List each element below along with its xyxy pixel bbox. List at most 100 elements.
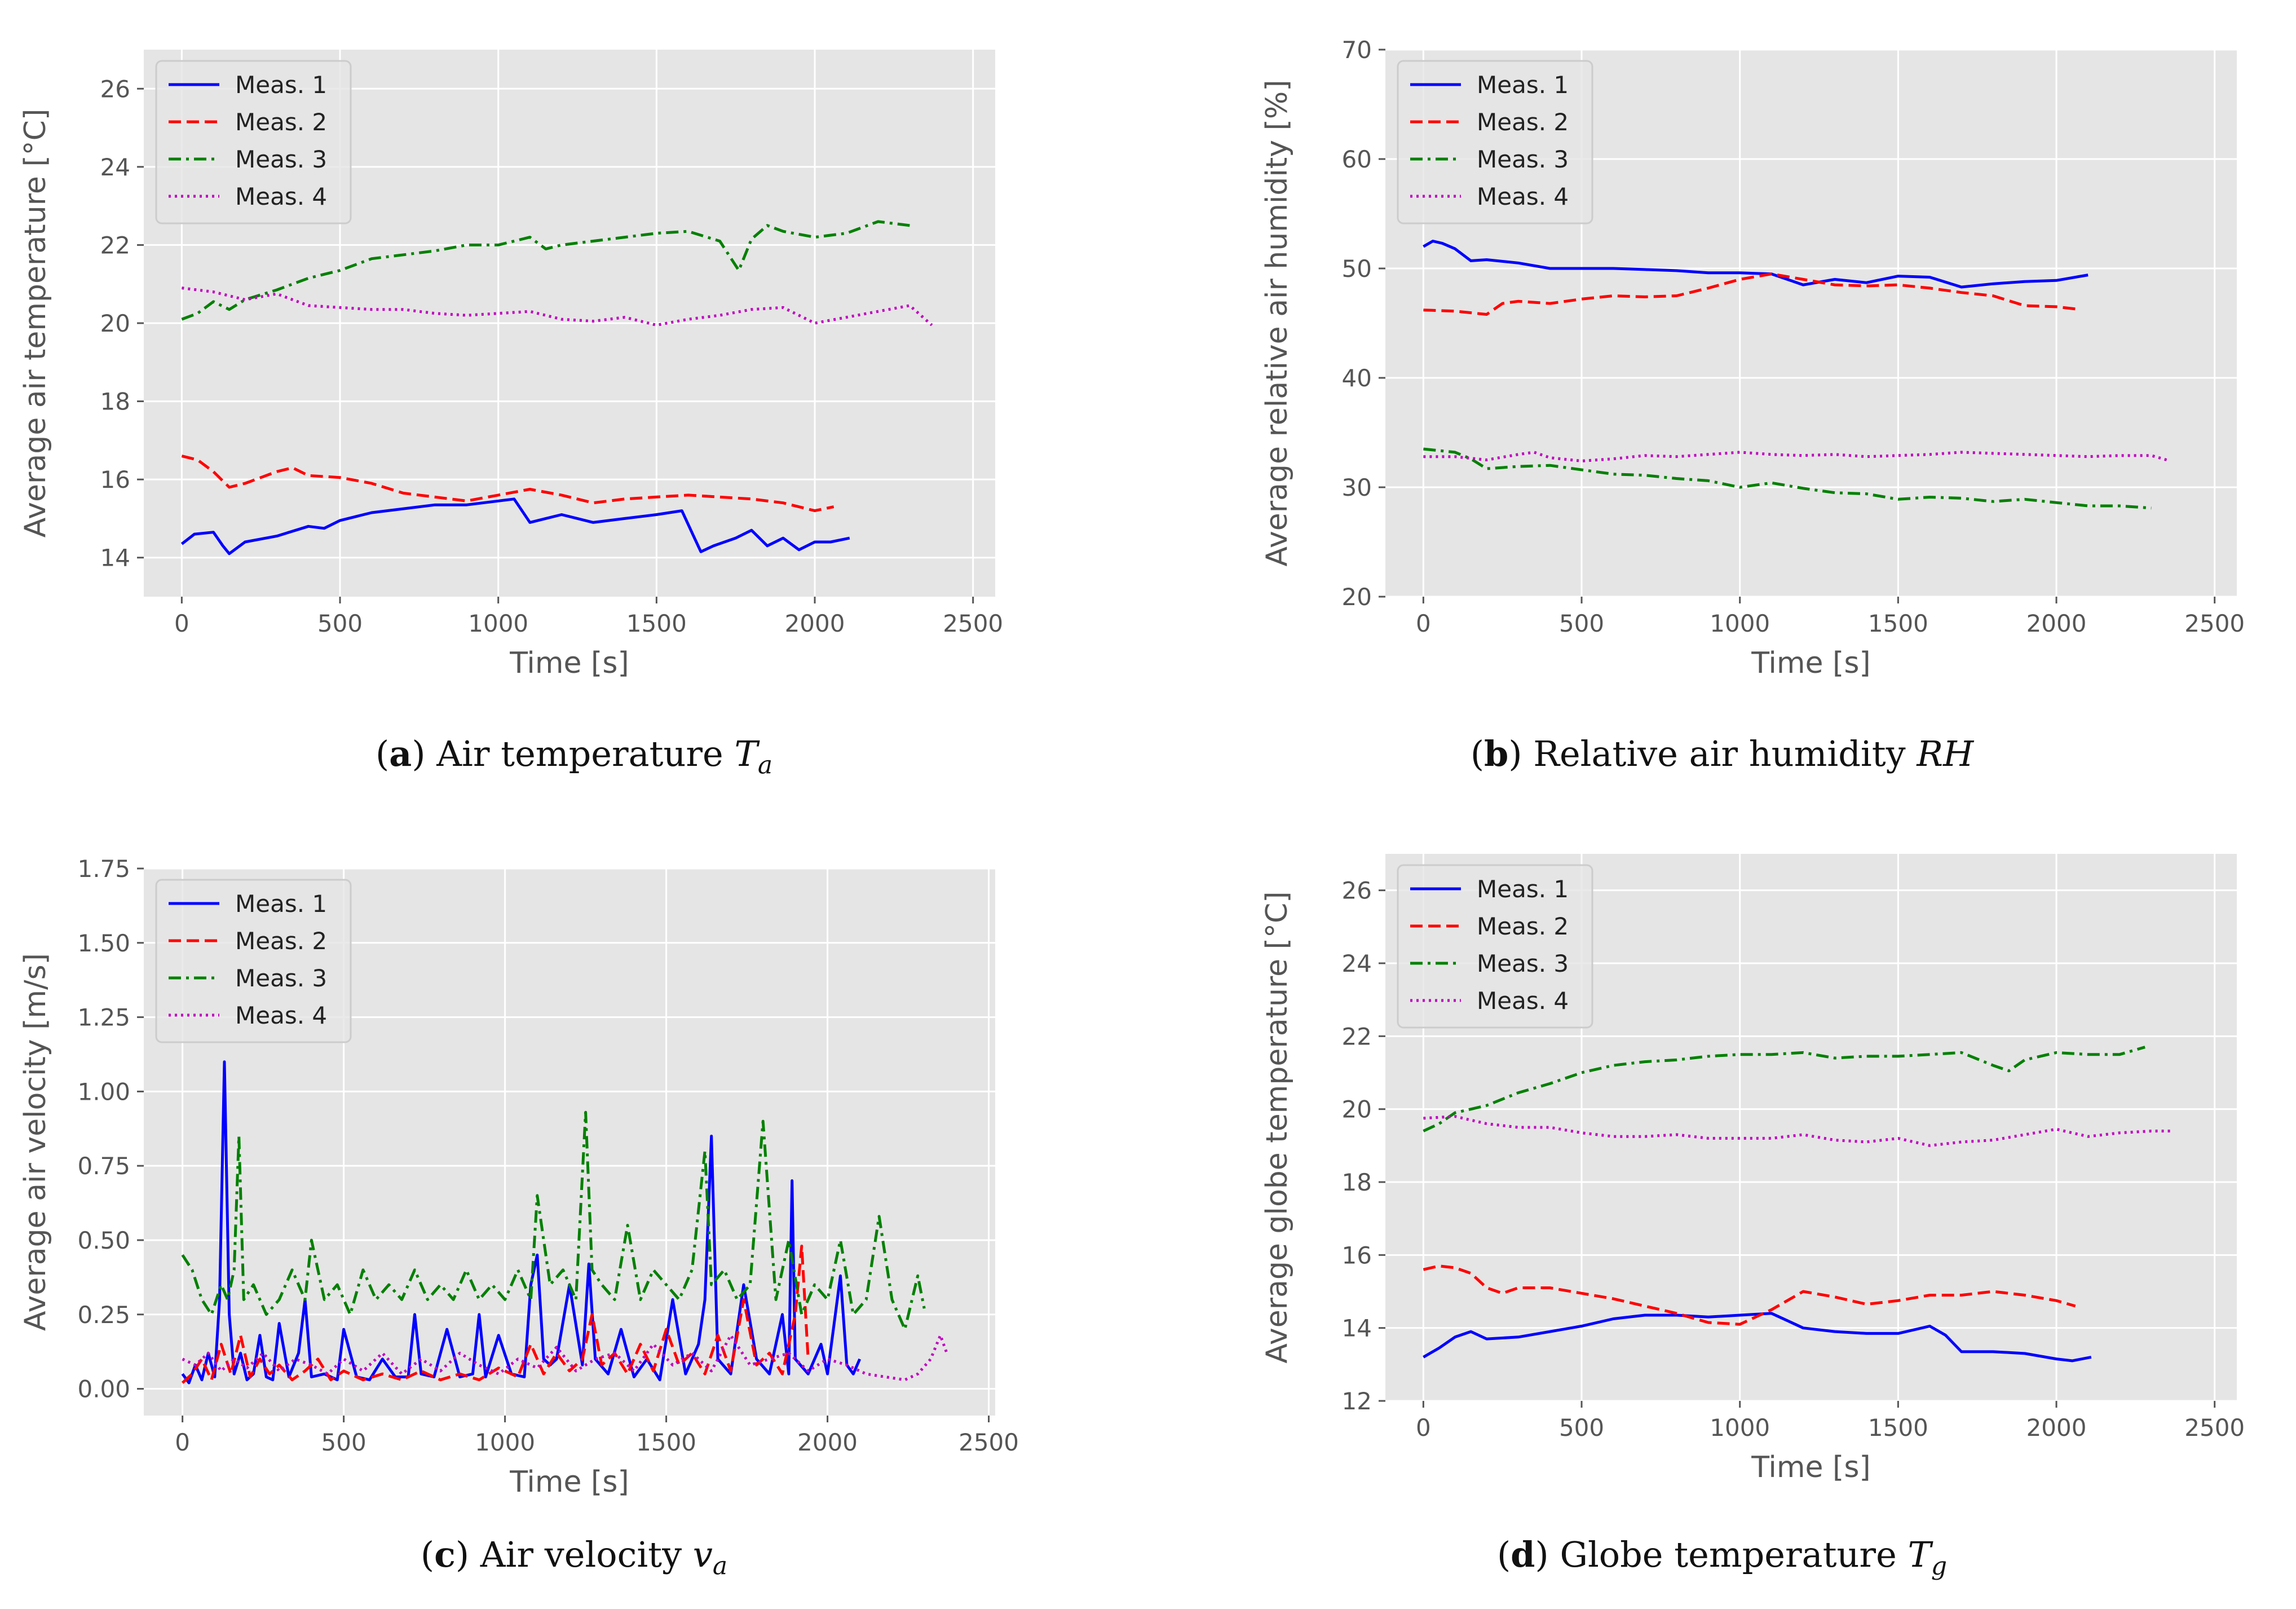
y-tick-label: 0.50 [77, 1227, 130, 1254]
legend-label: Meas. 4 [235, 183, 327, 210]
x-tick-label: 500 [1559, 610, 1604, 637]
y-tick-label: 0.00 [77, 1376, 130, 1403]
y-tick-label: 26 [100, 75, 130, 103]
legend-label: Meas. 2 [1477, 912, 1569, 940]
y-tick-label: 22 [100, 231, 130, 259]
y-tick-label: 22 [1342, 1022, 1372, 1050]
series-line-meas-1 [1423, 240, 2089, 289]
series-line-meas-3 [181, 1110, 926, 1331]
y-tick-label: 1.00 [77, 1078, 130, 1105]
y-tick-label: 24 [1342, 950, 1372, 977]
y-tick-label: 16 [100, 466, 130, 493]
legend-label: Meas. 1 [235, 71, 327, 99]
legend: Meas. 1 Meas. 2 Meas. 3 Meas. 4 [155, 879, 352, 1043]
y-tick-label: 60 [1342, 146, 1372, 173]
series-line-meas-1 [181, 1060, 862, 1385]
caption-text: Globe temperature [1560, 1534, 1897, 1575]
chart-panel-a: 0 500 1000 1500 2000 2500 14 16 18 20 22 24 26 Time [… [19, 50, 1003, 680]
y-tick-label: 20 [1342, 583, 1372, 611]
legend-box [155, 879, 352, 1043]
y-axis-label: Average relative air humidity [%] [1260, 80, 1294, 566]
x-tick-label: 1000 [1710, 610, 1770, 637]
legend-label: Meas. 4 [235, 1002, 327, 1029]
x-tick-label: 1000 [468, 610, 528, 637]
caption-letter: b [1484, 733, 1509, 774]
series-line-meas-2 [181, 1245, 810, 1384]
series-line-meas-4 [182, 1334, 948, 1382]
series-line-meas-2 [181, 455, 834, 513]
caption-letter: c [434, 1534, 456, 1575]
y-tick-label: 16 [1342, 1241, 1372, 1269]
series-line-meas-4 [1423, 451, 2171, 462]
x-axis-label: Time [s] [1751, 646, 1870, 680]
y-tick-label: 30 [1342, 474, 1372, 501]
legend-label: Meas. 2 [235, 927, 327, 955]
legend-label: Meas. 1 [1477, 71, 1569, 99]
caption-text: Air temperature [436, 733, 723, 774]
caption-symbol: T [734, 733, 758, 774]
y-tick-label: 20 [1342, 1096, 1372, 1123]
y-tick-label: 1.25 [77, 1004, 130, 1031]
x-tick-label: 500 [321, 1429, 367, 1456]
y-tick-label: 0.25 [77, 1301, 130, 1329]
caption-subscript: a [712, 1551, 728, 1581]
legend-box [155, 60, 352, 224]
chart-panel-d: 0 500 1000 1500 2000 2500 12 14 16 18 20 22 24 26 Time… [1260, 854, 2245, 1484]
y-tick-label: 40 [1342, 364, 1372, 392]
x-tick-label: 1000 [475, 1429, 535, 1456]
caption-symbol: RH [1917, 733, 1974, 774]
chart-panel-c: 0 500 1000 1500 2000 2500 0.00 0.25 0.50 0.75 1.00… [19, 855, 1019, 1499]
series-line-meas-4 [182, 286, 933, 327]
y-tick-label: 18 [1342, 1169, 1372, 1196]
legend: Meas. 1 Meas. 2 Meas. 3 Meas. 4 [1397, 60, 1593, 224]
caption-b: (b) Relative air humidity RH [1470, 733, 1974, 774]
series-group [181, 1060, 948, 1385]
y-tick-label: 14 [1342, 1315, 1372, 1342]
series-line-meas-1 [1423, 1312, 2092, 1363]
chart-panel-b: 0 500 1000 1500 2000 2500 20 30 40 50 60 70 Time [s]… [1260, 36, 2245, 680]
y-axis-label: Average globe temperature [°C] [1260, 891, 1294, 1363]
x-tick-label: 1500 [1868, 610, 1928, 637]
caption-c: (c) Air velocity va [420, 1534, 728, 1581]
y-tick-label: 26 [1342, 877, 1372, 905]
x-tick-label: 0 [175, 1429, 190, 1456]
caption-a: (a) Air temperature Ta [375, 733, 773, 780]
caption-letter: a [389, 733, 412, 774]
legend-box [1397, 864, 1593, 1029]
series-line-meas-1 [180, 497, 850, 556]
caption-d: (d) Globe temperature Tg [1496, 1534, 1948, 1581]
legend: Meas. 1 Meas. 2 Meas. 3 Meas. 4 [155, 60, 352, 224]
legend-label: Meas. 3 [235, 964, 327, 992]
y-tick-label: 14 [100, 544, 130, 572]
legend-box [1397, 60, 1593, 224]
series-group [180, 220, 933, 556]
y-tick-label: 0.75 [77, 1152, 130, 1180]
x-tick-label: 1500 [636, 1429, 696, 1456]
x-tick-label: 1000 [1710, 1414, 1770, 1442]
caption-symbol: v [692, 1534, 713, 1575]
x-tick-label: 2000 [2026, 610, 2087, 637]
caption-subscript: g [1931, 1551, 1948, 1581]
legend-label: Meas. 4 [1477, 183, 1569, 210]
series-line-meas-2 [1423, 1264, 2076, 1326]
y-tick-label: 18 [100, 388, 130, 416]
legend-label: Meas. 2 [1477, 108, 1569, 136]
y-axis-label: Average air temperature [°C] [19, 109, 52, 538]
x-tick-label: 2500 [959, 1429, 1019, 1456]
legend-label: Meas. 3 [1477, 146, 1569, 173]
legend: Meas. 1 Meas. 2 Meas. 3 Meas. 4 [1397, 864, 1593, 1029]
y-tick-label: 20 [100, 310, 130, 337]
x-tick-label: 2000 [2026, 1414, 2087, 1442]
y-tick-label: 24 [100, 153, 130, 181]
x-axis-label: Time [s] [509, 1465, 629, 1499]
series-line-meas-3 [1423, 447, 2152, 510]
series-line-meas-3 [181, 220, 910, 321]
y-tick-label: 70 [1342, 36, 1372, 64]
x-tick-label: 2500 [943, 610, 1003, 637]
x-tick-label: 2500 [2184, 1414, 2245, 1442]
legend-label: Meas. 1 [235, 890, 327, 918]
y-tick-label: 1.75 [77, 855, 130, 883]
caption-text: Air velocity [480, 1534, 682, 1575]
x-tick-label: 500 [1559, 1414, 1604, 1442]
